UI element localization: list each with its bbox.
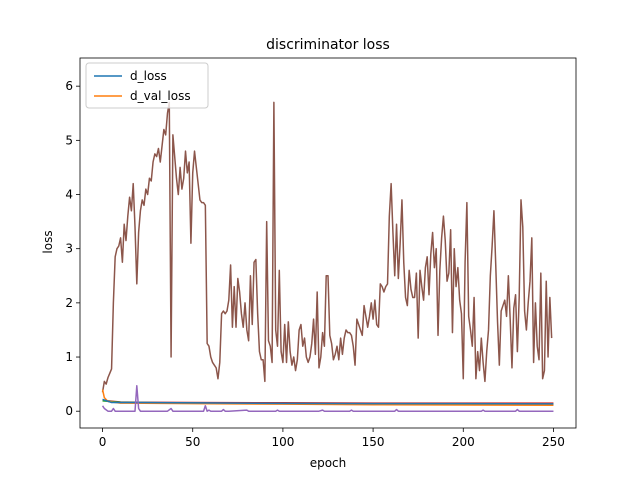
chart-title: discriminator loss <box>266 37 390 53</box>
series-line-0 <box>101 101 553 393</box>
y-axis-label: loss <box>41 230 55 253</box>
plot-frame <box>79 57 577 429</box>
y-tick-label-4: 4 <box>65 188 73 202</box>
x-tick-label-4: 200 <box>452 435 475 449</box>
x-tick-label-5: 250 <box>542 435 565 449</box>
legend: d_loss d_val_loss <box>85 62 209 109</box>
y-tick-label-6: 6 <box>65 79 73 93</box>
y-tick-label-3: 3 <box>65 242 73 256</box>
y-tick-label-0: 0 <box>65 404 73 418</box>
legend-label-1: d_val_loss <box>130 89 191 103</box>
x-axis-label: epoch <box>310 456 347 470</box>
series-line-4 <box>102 398 554 405</box>
y-tick-label-2: 2 <box>65 296 73 310</box>
legend-label-0: d_loss <box>130 69 167 83</box>
series-line-5 <box>101 385 554 412</box>
x-tick-label-0: 0 <box>99 435 107 449</box>
x-tick-label-2: 100 <box>271 435 294 449</box>
y-tick-label-1: 1 <box>65 350 73 364</box>
x-tick-label-1: 50 <box>185 435 200 449</box>
series-line-3 <box>101 389 554 406</box>
y-tick-label-5: 5 <box>65 133 73 147</box>
x-tick-label-3: 150 <box>362 435 385 449</box>
